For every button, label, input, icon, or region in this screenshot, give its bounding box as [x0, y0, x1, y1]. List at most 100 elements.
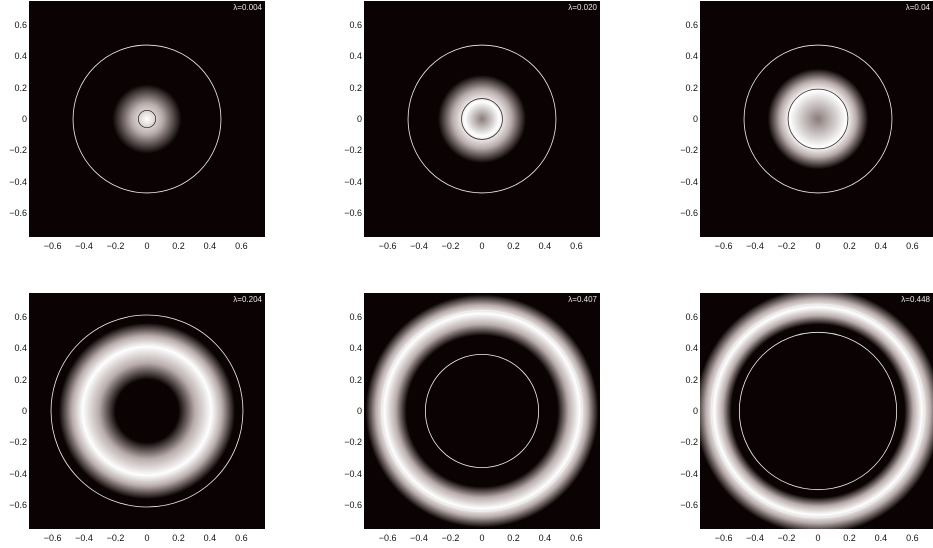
x-tick-label: 0.6 [570, 533, 583, 543]
x-tick-label: −0.6 [714, 533, 733, 543]
x-tick-label: 0.6 [235, 241, 248, 251]
y-tick-label: −0.2 [9, 437, 27, 448]
x-tick-label: 0.2 [172, 241, 185, 251]
y-tick-label: −0.2 [344, 437, 362, 448]
outer-circle [50, 314, 244, 508]
x-tick-label: −0.4 [75, 533, 93, 543]
x-tick-label: −0.2 [777, 533, 796, 543]
y-tick-label: 0 [21, 114, 27, 124]
lambda-label: λ=0.204 [233, 295, 262, 304]
outer-circle [743, 44, 893, 194]
y-tick-label: 0.4 [14, 343, 27, 354]
x-tick-label: 0 [815, 241, 821, 251]
y-tick-label: −0.6 [344, 208, 362, 219]
y-tick-label: −0.4 [344, 468, 362, 479]
y-tick-label: 0.6 [14, 311, 27, 322]
y-tick-label: 0.2 [685, 82, 698, 93]
plot-area: λ=0.04 [700, 1, 933, 237]
x-tick-label: 0.2 [172, 533, 185, 543]
y-tick-label: −0.6 [680, 500, 698, 511]
x-tick-label: 0.6 [906, 533, 919, 543]
heatmap-svg [364, 1, 600, 237]
plot-area: λ=0.204 [29, 293, 265, 529]
lambda-label: λ=0.448 [901, 295, 930, 304]
outer-circle [407, 44, 557, 194]
x-tick-label: 0.4 [203, 241, 217, 251]
x-tick-label: −0.6 [378, 241, 397, 251]
lambda-label: λ=0.407 [568, 295, 597, 304]
heatmap-svg [29, 1, 265, 237]
heatmap-svg [364, 293, 600, 529]
y-tick-label: 0.4 [14, 51, 27, 62]
y-tick-label: −0.2 [680, 437, 698, 448]
plot-area: λ=0.004 [29, 1, 265, 237]
heatmap-svg [29, 293, 265, 529]
y-tick-label: −0.6 [9, 500, 27, 511]
y-tick-label: −0.4 [9, 176, 27, 187]
lambda-label: λ=0.04 [905, 3, 930, 12]
x-tick-label: 0.6 [235, 533, 248, 543]
inner-circle [137, 109, 157, 129]
x-tick-label: 0 [479, 533, 485, 543]
y-tick-label: 0.6 [349, 19, 362, 30]
x-tick-label: −0.4 [746, 533, 764, 543]
x-tick-label: 0.4 [874, 533, 888, 543]
y-tick-label: 0 [21, 406, 27, 416]
density-ring [437, 74, 527, 164]
y-tick-label: −0.6 [680, 208, 698, 219]
y-tick-label: 0.4 [685, 51, 698, 62]
y-tick-label: −0.6 [344, 500, 362, 511]
y-tick-label: 0.4 [349, 51, 362, 62]
plot-area: λ=0.020 [364, 1, 600, 237]
x-tick-label: −0.2 [106, 241, 125, 251]
density-ring [700, 293, 933, 529]
y-tick-label: −0.4 [344, 176, 362, 187]
x-tick-label: 0.4 [203, 533, 217, 543]
y-tick-label: 0.6 [685, 311, 698, 322]
x-tick-label: 0.2 [843, 241, 856, 251]
y-tick-label: −0.2 [680, 145, 698, 156]
x-tick-label: −0.4 [410, 241, 428, 251]
x-tick-label: 0.4 [874, 241, 888, 251]
outer-circle [710, 303, 926, 519]
x-tick-label: −0.2 [777, 241, 796, 251]
x-tick-label: −0.4 [75, 241, 93, 251]
x-tick-label: 0 [144, 241, 150, 251]
outer-circle [72, 44, 222, 194]
x-tick-label: −0.2 [441, 241, 460, 251]
density-ring [767, 68, 869, 170]
x-tick-label: 0.2 [507, 241, 520, 251]
x-tick-label: 0 [815, 533, 821, 543]
heatmap-svg [700, 293, 933, 529]
inner-circle [738, 331, 898, 491]
x-tick-label: −0.4 [410, 533, 428, 543]
x-tick-label: −0.6 [43, 533, 62, 543]
y-tick-label: 0.2 [349, 374, 362, 385]
x-tick-label: −0.2 [106, 533, 125, 543]
x-tick-label: 0 [144, 533, 150, 543]
x-tick-label: 0.4 [538, 241, 552, 251]
y-tick-label: −0.2 [344, 145, 362, 156]
heatmap-svg [700, 1, 933, 237]
y-tick-label: −0.4 [680, 176, 698, 187]
x-tick-label: −0.6 [378, 533, 397, 543]
x-tick-label: −0.2 [441, 533, 460, 543]
y-tick-label: 0 [692, 114, 698, 124]
x-tick-label: −0.6 [714, 241, 733, 251]
inner-circle [787, 88, 849, 150]
x-tick-label: 0.6 [570, 241, 583, 251]
density-ring [112, 84, 182, 154]
x-tick-label: 0.2 [507, 533, 520, 543]
x-tick-label: 0 [479, 241, 485, 251]
x-tick-label: 0.6 [906, 241, 919, 251]
y-tick-label: 0.6 [685, 19, 698, 30]
y-tick-label: 0.2 [349, 82, 362, 93]
y-tick-label: 0.4 [349, 343, 362, 354]
y-tick-label: −0.2 [9, 145, 27, 156]
inner-circle [461, 98, 503, 140]
x-tick-label: −0.4 [746, 241, 764, 251]
x-tick-label: −0.6 [43, 241, 62, 251]
plot-area: λ=0.448 [700, 293, 933, 529]
density-ring [365, 294, 599, 528]
outer-circle [380, 309, 584, 513]
